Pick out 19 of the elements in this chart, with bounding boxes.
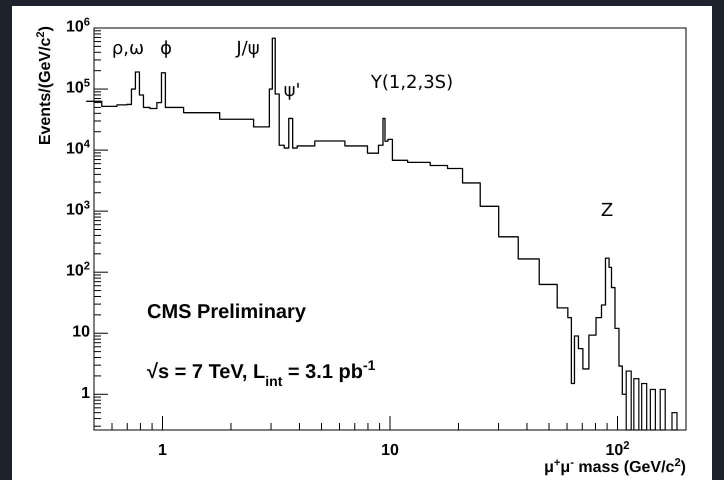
y-tick-label: 10$^{2}$ [66,260,90,280]
y-tick-label: 10$^{4}$ [66,138,91,158]
y-tick-label: 10$^{5}$ [66,78,90,97]
y-tick-label: 10$^{3}$ [66,200,90,219]
y-tick-label: 1 [81,384,90,402]
x-tick-label: 10 [381,442,399,459]
x-axis-title: μ$^{+}$μ$^{-}$ mass (GeV/c$^{2}$) [544,457,686,476]
annotation: J/ψ [235,38,260,59]
y-tick-label: 10$^{6}$ [66,16,90,36]
annotation: √s = 7 TeV, L$_{int}$ = 3.1 pb$^{-1}$ [147,357,376,389]
annotation: ρ,ω [112,38,144,59]
x-tick-label: 10$^{2}$ [605,440,630,459]
x-tick-label: 1 [158,442,168,459]
annotation: ϕ [160,38,172,59]
annotation: Z [600,200,614,221]
y-tick-label: 10 [72,324,90,341]
annotation: CMS Preliminary [147,301,307,323]
annotation: ψ' [284,80,300,101]
annotation: Υ(1,2,3S) [370,72,454,93]
